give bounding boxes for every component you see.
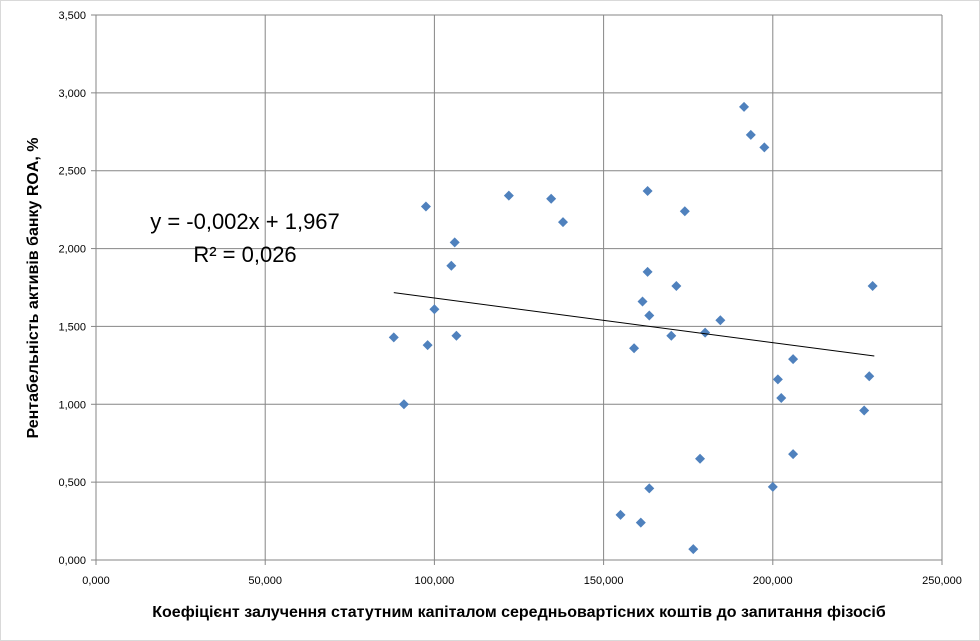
data-point [644, 310, 655, 321]
data-point [788, 354, 799, 365]
gridlines [96, 14, 943, 560]
trendline-r-squared: R² = 0,026 [193, 242, 296, 267]
data-point [695, 453, 706, 464]
x-tick-label: 100,000 [415, 575, 455, 587]
data-point [772, 374, 783, 385]
data-point [503, 190, 514, 201]
data-point [867, 280, 878, 291]
x-tick-label: 50,000 [248, 575, 282, 587]
data-point [420, 201, 431, 212]
data-point [666, 330, 677, 341]
data-point [629, 343, 640, 354]
x-tick-label: 150,000 [584, 575, 624, 587]
data-point [688, 544, 699, 555]
y-tick-label: 2,000 [58, 244, 86, 256]
data-point [642, 266, 653, 277]
data-point [776, 393, 787, 404]
data-points [388, 101, 878, 555]
data-point [788, 449, 799, 460]
data-point [642, 185, 653, 196]
axes [91, 14, 943, 565]
data-point [864, 371, 875, 382]
data-point [546, 193, 557, 204]
x-axis-title: Коефіцієнт залучення статутним капіталом… [152, 604, 886, 621]
y-tick-label: 1,500 [58, 321, 86, 333]
y-tick-label: 2,500 [58, 166, 86, 178]
x-tick-label: 200,000 [753, 575, 793, 587]
data-point [679, 206, 690, 217]
data-point [715, 315, 726, 326]
data-point [671, 280, 682, 291]
data-point [388, 332, 399, 343]
data-point [637, 296, 648, 307]
y-tick-label: 0,000 [58, 555, 86, 567]
trendline-equation: y = -0,002x + 1,967 [150, 209, 340, 234]
x-tick-label: 0,000 [82, 575, 110, 587]
data-point [767, 481, 778, 492]
data-point [422, 340, 433, 351]
y-tick-labels: 0,000 0,500 1,000 1,500 2,000 2,500 3,000 3,500 [58, 10, 86, 567]
data-point [451, 330, 462, 341]
data-point [700, 327, 711, 338]
data-point [398, 399, 409, 410]
data-point [739, 101, 750, 112]
data-point [449, 237, 460, 248]
data-point [446, 260, 457, 271]
x-tick-labels: 0,000 50,000 100,000 150,000 200,000 250,000 [82, 575, 962, 587]
x-tick-label: 250,000 [922, 575, 962, 587]
data-point [644, 483, 655, 494]
data-point [635, 517, 646, 528]
y-tick-label: 3,500 [58, 10, 86, 22]
data-point [745, 129, 756, 140]
data-point [759, 142, 770, 153]
y-tick-label: 0,500 [58, 477, 86, 489]
y-axis-title: Рентабельність активів банку ROA, % [25, 137, 42, 438]
trendline [393, 292, 875, 357]
y-tick-label: 1,000 [58, 399, 86, 411]
data-point [429, 304, 440, 315]
data-point [557, 217, 568, 228]
data-point [615, 509, 626, 520]
data-point [859, 405, 870, 416]
y-tick-label: 3,000 [58, 88, 86, 100]
